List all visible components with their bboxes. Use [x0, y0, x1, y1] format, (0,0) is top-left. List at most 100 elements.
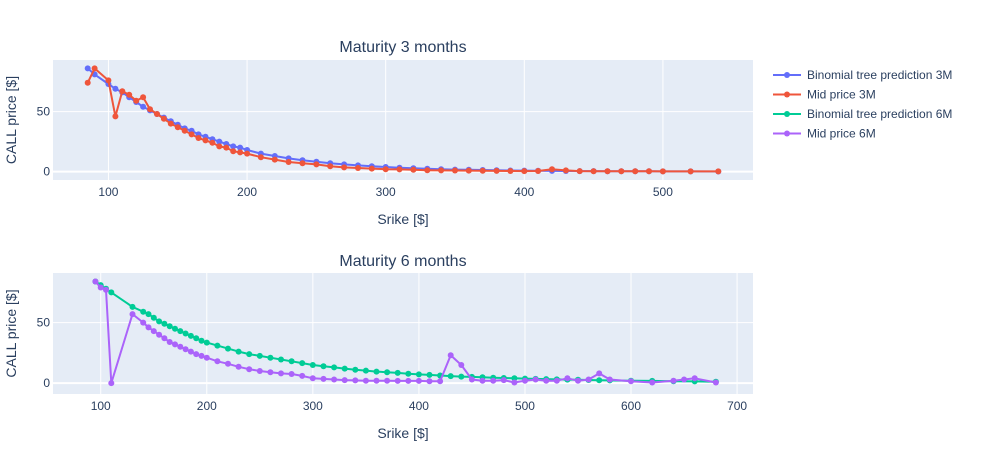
data-point [341, 164, 348, 171]
data-point [244, 150, 251, 157]
data-point [479, 377, 486, 384]
data-point [188, 131, 195, 138]
series-mid-price-6m [92, 278, 719, 387]
data-point [256, 352, 263, 359]
data-point [352, 377, 359, 384]
y-tick-label: 0 [43, 376, 50, 390]
data-point [618, 168, 625, 175]
subplot-title: Maturity 3 months [339, 39, 466, 56]
x-tick-label: 100 [91, 399, 111, 413]
data-point [160, 115, 167, 122]
data-point [140, 94, 147, 101]
data-point [659, 168, 666, 175]
data-point [198, 337, 205, 344]
y-tick-label: 50 [37, 105, 51, 119]
y-tick-label: 50 [37, 316, 51, 330]
data-point [320, 375, 327, 382]
legend-swatch-marker [784, 72, 790, 78]
data-point [373, 377, 380, 384]
data-point [299, 360, 306, 367]
data-point [543, 377, 550, 384]
data-point [133, 97, 140, 104]
data-point [410, 166, 417, 173]
x-tick-label: 300 [303, 399, 323, 413]
data-point [691, 375, 698, 382]
data-point [237, 149, 244, 156]
data-point [424, 167, 431, 174]
data-point [458, 362, 465, 368]
data-point [214, 358, 221, 365]
data-point [225, 360, 231, 367]
data-point [299, 160, 306, 167]
data-point [394, 369, 401, 376]
data-point [437, 378, 444, 385]
data-point [237, 144, 244, 151]
data-point [362, 377, 369, 384]
data-point [84, 65, 91, 72]
data-point [575, 377, 581, 384]
x-tick-label: 200 [237, 185, 257, 199]
legend-item-mid-price-6m: Mid price 6M [773, 127, 876, 141]
data-point [257, 154, 264, 161]
data-point [161, 335, 168, 342]
data-point [313, 161, 320, 168]
data-point [156, 331, 163, 338]
data-point [112, 113, 119, 120]
data-point [493, 167, 500, 174]
data-point [320, 363, 327, 370]
data-point [209, 139, 216, 146]
data-point [373, 368, 380, 375]
data-point [522, 377, 528, 384]
data-point [230, 143, 237, 150]
y-axis-title: CALL price [$] [3, 289, 19, 377]
data-point [468, 376, 475, 383]
data-point [177, 343, 184, 350]
data-point [394, 377, 401, 384]
data-point [426, 371, 433, 378]
data-point [532, 376, 539, 383]
data-point [415, 377, 422, 384]
data-point [590, 168, 597, 175]
data-point [562, 167, 569, 174]
data-point [549, 166, 555, 173]
data-point [271, 156, 278, 163]
data-point [278, 370, 284, 377]
data-point [187, 348, 194, 355]
data-point [230, 148, 237, 155]
legend: Binomial tree prediction 3M Mid price 3M B… [773, 68, 952, 141]
data-point [396, 166, 403, 173]
data-point [384, 377, 391, 384]
data-point [112, 85, 119, 92]
y-axis-title: CALL price [$] [3, 76, 19, 164]
data-point [606, 376, 613, 383]
data-point [187, 332, 194, 339]
series-mid-price-3m [84, 65, 722, 175]
y-tick-label: 0 [43, 165, 50, 179]
data-point [154, 111, 160, 117]
legend-item-mid-price-3m: Mid price 3M [773, 88, 876, 102]
data-point [331, 364, 338, 371]
data-point [202, 137, 209, 144]
data-point [405, 370, 412, 377]
legend-label: Binomial tree prediction 6M [807, 107, 952, 121]
data-point [140, 103, 147, 110]
data-point [216, 138, 223, 145]
data-point [256, 368, 263, 374]
data-point [507, 168, 514, 174]
data-point [235, 363, 242, 370]
data-point [447, 373, 454, 380]
data-point [681, 376, 688, 383]
data-point [511, 375, 518, 382]
legend-item-binomial-tree-prediction-6m: Binomial tree prediction 6M [773, 107, 952, 121]
data-point [628, 378, 634, 385]
data-point [246, 366, 253, 373]
data-point [715, 168, 722, 175]
data-point [195, 135, 202, 141]
data-point [382, 166, 389, 173]
data-point [331, 376, 338, 383]
data-point [405, 377, 412, 384]
data-point [166, 339, 173, 345]
data-point [309, 375, 316, 382]
data-point [223, 144, 230, 151]
